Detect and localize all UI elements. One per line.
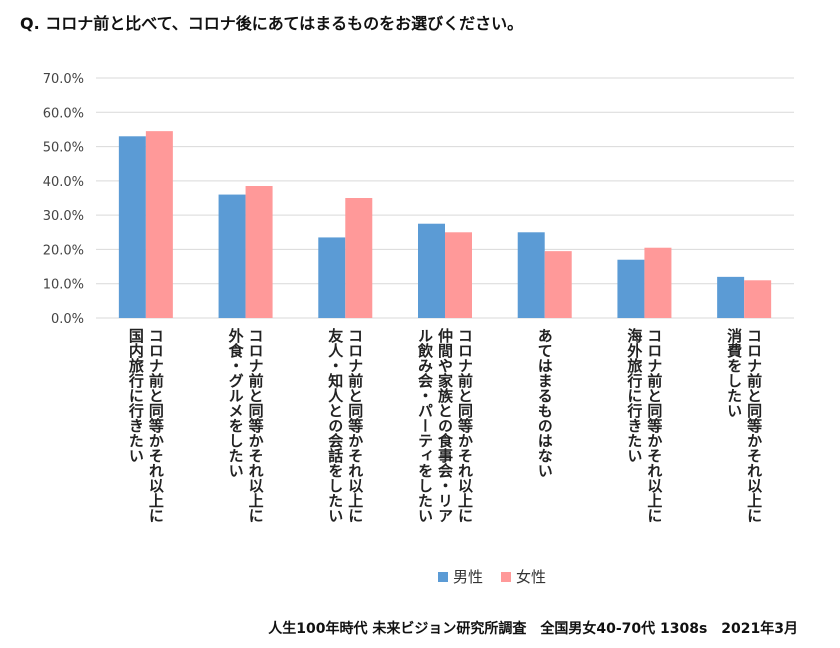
x-category-label: コロナ前と同等かそれ以上に bbox=[745, 328, 763, 523]
legend-label-male: 男性 bbox=[453, 568, 484, 586]
bar-female bbox=[445, 232, 472, 318]
x-category-label: 消費をしたい bbox=[725, 327, 743, 418]
x-category-label: コロナ前と同等かそれ以上に bbox=[147, 328, 165, 523]
x-category-label: コロナ前と同等かそれ以上に bbox=[645, 328, 663, 523]
bar-female bbox=[544, 251, 572, 318]
legend-label-female: 女性 bbox=[516, 568, 547, 586]
legend: 男性 女性 bbox=[438, 566, 546, 587]
x-category-label: 外食・グルメをしたい bbox=[227, 327, 245, 478]
bar-male bbox=[218, 194, 246, 318]
x-category-label: 仲間や家族との食事会・リア bbox=[436, 327, 454, 523]
y-tick-label: 70.0% bbox=[43, 72, 84, 87]
x-category-label: ル飲み会・パーティをしたい bbox=[416, 328, 434, 523]
legend-item-female: 女性 bbox=[501, 566, 546, 587]
bar-male bbox=[418, 223, 445, 318]
y-tick-label: 10.0% bbox=[43, 278, 84, 293]
legend-swatch-female bbox=[501, 571, 512, 582]
y-tick-label: 0.0% bbox=[51, 312, 84, 327]
bar-male bbox=[318, 237, 346, 318]
bar-male bbox=[617, 259, 645, 318]
x-category-label: 友人・知人との会話をしたい bbox=[326, 327, 344, 523]
source-footer: 人生100年時代 未来ビジョン研究所調査 全国男女40-70代 1308s 20… bbox=[268, 621, 798, 637]
x-category-label: コロナ前と同等かそれ以上に bbox=[247, 328, 265, 523]
bar-chart: 0.0% 10.0% 20.0% 30.0% 40.0% 50.0% 60.0% 70.0% コ… bbox=[43, 72, 794, 523]
y-tick-label: 30.0% bbox=[43, 209, 84, 224]
x-category-label: コロナ前と同等かそれ以上に bbox=[456, 328, 474, 523]
legend-item-male: 男性 bbox=[438, 566, 483, 587]
x-category-label: コロナ前と同等かそれ以上に bbox=[346, 328, 364, 523]
bar-female bbox=[644, 247, 672, 318]
x-category-label: 海外旅行に行きたい bbox=[625, 327, 643, 463]
y-tick-label: 20.0% bbox=[43, 243, 84, 258]
bar-male bbox=[717, 276, 745, 318]
y-tick-label: 40.0% bbox=[43, 175, 84, 190]
bar-female bbox=[744, 280, 772, 318]
chart-title: Q. コロナ前と比べて、コロナ後にあてはまるものをお選びください。 bbox=[20, 14, 524, 33]
bar-male bbox=[118, 136, 146, 318]
y-tick-label: 60.0% bbox=[43, 106, 84, 121]
bar-female bbox=[145, 131, 173, 318]
x-category-label: 国内旅行に行きたい bbox=[127, 328, 145, 463]
bar-female bbox=[345, 198, 373, 318]
legend-swatch-male bbox=[438, 571, 448, 582]
y-tick-label: 50.0% bbox=[43, 141, 84, 156]
bar-female bbox=[245, 186, 273, 318]
bar-male bbox=[517, 232, 545, 318]
x-category-label: あてはまるものはない bbox=[536, 328, 554, 478]
